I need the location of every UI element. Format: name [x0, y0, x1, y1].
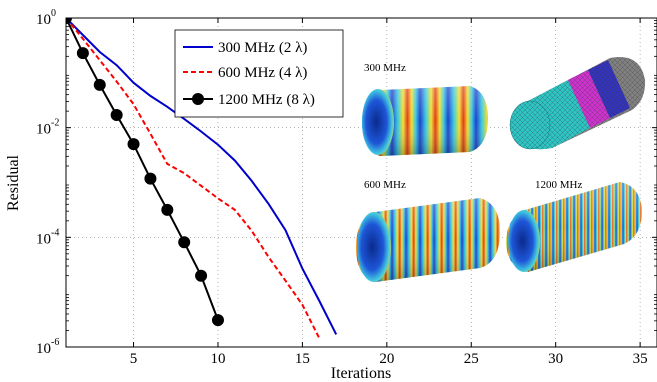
y-tick-base: 10	[36, 122, 51, 138]
y-tick-label: 10 -4	[36, 227, 59, 247]
y-tick-base: 10	[36, 12, 51, 28]
x-tick-label: 20	[379, 351, 394, 367]
x-tick-label: 35	[633, 351, 648, 367]
series-line-1	[66, 18, 321, 339]
y-tick-label: 10 -2	[36, 118, 59, 138]
series-2-point	[161, 203, 174, 216]
legend-label-600mhz: 600 MHz (4 λ)	[218, 65, 307, 81]
series-2-point	[110, 109, 123, 122]
series-2-point	[211, 314, 224, 327]
series-line-2	[66, 18, 219, 321]
x-tick-label: 10	[210, 351, 225, 367]
series-2-point	[195, 269, 208, 282]
field-illustration-1200mhz	[506, 182, 642, 272]
mesh-illustration	[509, 56, 646, 150]
x-tick-label: 15	[295, 351, 310, 367]
annotation-1200mhz: 1200 MHz	[535, 179, 582, 191]
y-tick-exponent: -4	[51, 227, 59, 238]
annotation-300mhz: 300 MHz	[364, 62, 406, 74]
y-tick-exponent: 0	[51, 8, 56, 19]
y-axis-label: Residual	[5, 154, 22, 211]
field-illustration-600mhz	[356, 198, 500, 282]
y-tick-exponent: -2	[51, 118, 59, 129]
legend-label-1200mhz: 1200 MHz (8 λ)	[218, 92, 315, 108]
x-tick-label: 5	[130, 351, 138, 367]
series-2-point	[144, 172, 157, 185]
series-2-point	[66, 18, 72, 24]
legend-marker-1200mhz	[192, 93, 204, 105]
y-tick-label: 10 -6	[36, 337, 59, 357]
series-line-0	[66, 18, 338, 335]
legend-label-300mhz: 300 MHz (2 λ)	[218, 40, 307, 56]
legend: 300 MHz (2 λ) 600 MHz (4 λ) 1200 MHz (8 …	[174, 29, 344, 118]
series-2-point	[93, 78, 106, 91]
series-2-point	[76, 47, 89, 60]
field-illustration-300mhz	[362, 86, 488, 156]
annotation-600mhz: 600 MHz	[364, 179, 406, 191]
x-axis-label: Iterations	[331, 365, 391, 382]
plot-area	[66, 18, 657, 347]
series-2-point	[127, 138, 140, 151]
y-tick-label: 10 0	[36, 8, 56, 28]
x-tick-label: 25	[464, 351, 479, 367]
y-tick-base: 10	[36, 341, 51, 357]
axes-frame	[65, 17, 657, 348]
x-tick-label: 30	[548, 351, 563, 367]
y-tick-exponent: -6	[51, 337, 59, 348]
series-layer	[66, 18, 338, 339]
series-2-point	[178, 236, 191, 249]
y-tick-base: 10	[36, 231, 51, 247]
legend-box	[174, 29, 344, 118]
